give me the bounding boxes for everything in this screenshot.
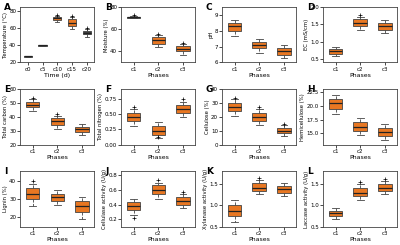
Text: A: A bbox=[4, 3, 11, 12]
PathPatch shape bbox=[329, 210, 342, 216]
Y-axis label: Total carbon (%): Total carbon (%) bbox=[3, 96, 8, 138]
PathPatch shape bbox=[53, 17, 61, 20]
Y-axis label: pH: pH bbox=[208, 31, 213, 38]
PathPatch shape bbox=[75, 127, 89, 132]
PathPatch shape bbox=[329, 49, 342, 54]
PathPatch shape bbox=[24, 56, 32, 57]
Text: E: E bbox=[4, 85, 10, 94]
Text: G: G bbox=[206, 85, 213, 94]
X-axis label: Phases: Phases bbox=[147, 73, 169, 78]
PathPatch shape bbox=[354, 122, 367, 131]
X-axis label: Phases: Phases bbox=[147, 237, 169, 242]
PathPatch shape bbox=[26, 188, 40, 199]
PathPatch shape bbox=[277, 128, 291, 134]
PathPatch shape bbox=[176, 46, 190, 51]
X-axis label: Phases: Phases bbox=[248, 73, 270, 78]
PathPatch shape bbox=[378, 184, 392, 191]
Y-axis label: Temperature (°C): Temperature (°C) bbox=[3, 12, 8, 58]
X-axis label: Phases: Phases bbox=[349, 155, 371, 160]
X-axis label: Phases: Phases bbox=[248, 155, 270, 160]
PathPatch shape bbox=[329, 99, 342, 109]
PathPatch shape bbox=[50, 118, 64, 125]
PathPatch shape bbox=[252, 113, 266, 121]
Text: B: B bbox=[105, 3, 112, 12]
Text: L: L bbox=[307, 167, 313, 176]
PathPatch shape bbox=[354, 19, 367, 26]
PathPatch shape bbox=[277, 186, 291, 193]
PathPatch shape bbox=[176, 105, 190, 113]
Text: F: F bbox=[105, 85, 111, 94]
Text: J: J bbox=[105, 167, 108, 176]
X-axis label: Phases: Phases bbox=[248, 237, 270, 242]
PathPatch shape bbox=[354, 188, 367, 196]
Y-axis label: Cellulase activity (U/g): Cellulase activity (U/g) bbox=[102, 169, 107, 229]
X-axis label: Phases: Phases bbox=[147, 155, 169, 160]
PathPatch shape bbox=[378, 23, 392, 30]
Y-axis label: Hemicellulose (%): Hemicellulose (%) bbox=[300, 93, 306, 141]
Text: D: D bbox=[307, 3, 314, 12]
PathPatch shape bbox=[252, 183, 266, 191]
PathPatch shape bbox=[152, 126, 165, 135]
PathPatch shape bbox=[228, 205, 241, 216]
X-axis label: Phases: Phases bbox=[46, 155, 68, 160]
PathPatch shape bbox=[252, 42, 266, 48]
PathPatch shape bbox=[228, 23, 241, 31]
PathPatch shape bbox=[152, 37, 165, 44]
Y-axis label: Total nitrogen (%): Total nitrogen (%) bbox=[98, 93, 104, 140]
PathPatch shape bbox=[228, 103, 241, 111]
PathPatch shape bbox=[68, 19, 76, 26]
Text: C: C bbox=[206, 3, 213, 12]
PathPatch shape bbox=[50, 194, 64, 201]
PathPatch shape bbox=[277, 48, 291, 55]
Text: K: K bbox=[206, 167, 213, 176]
PathPatch shape bbox=[38, 45, 47, 46]
Y-axis label: Xylanase activity (U/g): Xylanase activity (U/g) bbox=[203, 169, 208, 229]
X-axis label: Phases: Phases bbox=[349, 73, 371, 78]
X-axis label: Phases: Phases bbox=[349, 237, 371, 242]
PathPatch shape bbox=[83, 31, 91, 34]
Text: I: I bbox=[4, 167, 8, 176]
X-axis label: Phases: Phases bbox=[46, 237, 68, 242]
PathPatch shape bbox=[127, 113, 140, 121]
Text: H: H bbox=[307, 85, 314, 94]
Y-axis label: Laccase activity (U/g): Laccase activity (U/g) bbox=[304, 171, 309, 228]
PathPatch shape bbox=[127, 17, 140, 18]
Y-axis label: EC (mS/cm): EC (mS/cm) bbox=[304, 19, 309, 50]
Y-axis label: Moisture (%): Moisture (%) bbox=[104, 18, 109, 51]
PathPatch shape bbox=[26, 102, 40, 107]
PathPatch shape bbox=[176, 197, 190, 205]
PathPatch shape bbox=[75, 201, 89, 212]
PathPatch shape bbox=[127, 202, 140, 210]
X-axis label: Time (d): Time (d) bbox=[44, 73, 70, 78]
Y-axis label: Lignin (%): Lignin (%) bbox=[3, 186, 8, 212]
PathPatch shape bbox=[152, 185, 165, 194]
PathPatch shape bbox=[378, 128, 392, 136]
Y-axis label: Cellulose (%): Cellulose (%) bbox=[205, 100, 210, 134]
